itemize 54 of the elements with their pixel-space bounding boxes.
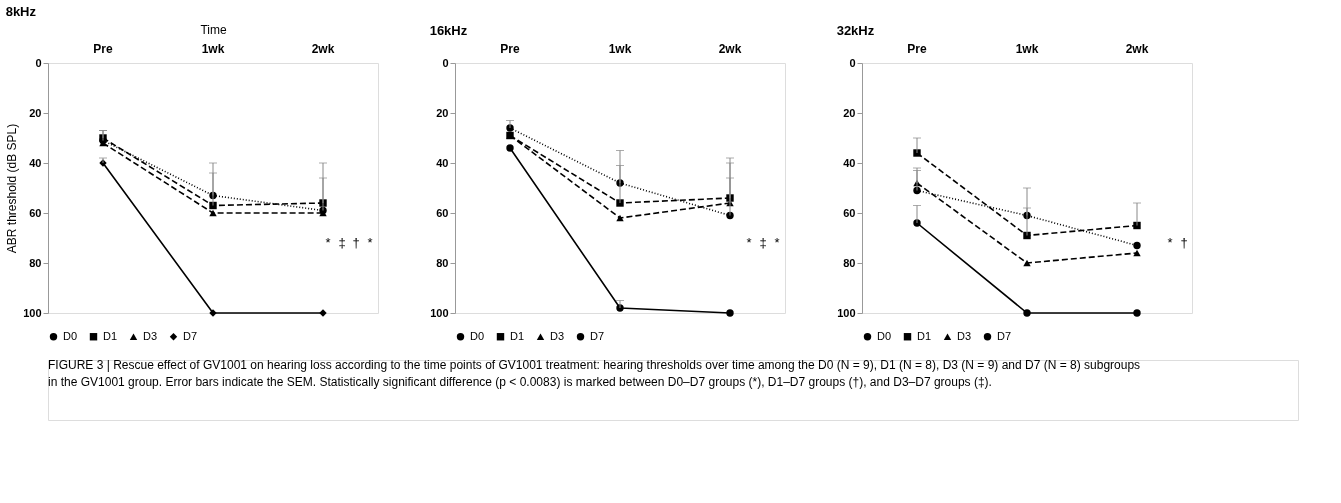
x-tick-label: 2wk bbox=[1125, 41, 1149, 56]
x-tick-label: Pre bbox=[907, 41, 927, 56]
legend-label: D0 bbox=[63, 329, 78, 342]
y-tick-label: 20 bbox=[29, 106, 42, 119]
legend-label: D0 bbox=[877, 329, 892, 342]
chart-title: 32kHz bbox=[836, 23, 875, 38]
legend-label: D0 bbox=[470, 329, 485, 342]
y-tick-label: 60 bbox=[29, 206, 42, 219]
y-tick-label: 0 bbox=[442, 56, 449, 69]
x-tick-label: Pre bbox=[93, 41, 113, 56]
caption: FIGURE 3 | Rescue effect of GV1001 on hearing loss according to the time points of GV1001 treatment: hearing thresholds over time among the D0 (N = 9), D1 (N = 8), D3 (N = 9) and D7 (N = 8) subgroups in the GV1001 group. Error bars indicate the SEM. Statistically significant difference (p < 0.0083) is marked between D0–D7 groups (*), D1–D7 groups (†), and D3–D7 groups (‡). bbox=[48, 358, 1141, 389]
annotation: * bbox=[774, 235, 780, 250]
y-tick-label: 80 bbox=[29, 256, 42, 269]
y-tick-label: 40 bbox=[436, 156, 449, 169]
legend-label: D3 bbox=[550, 329, 565, 342]
x-tick-label: 1wk bbox=[1015, 41, 1039, 56]
annotation: * bbox=[325, 235, 331, 250]
y-tick-label: 100 bbox=[837, 306, 856, 319]
y-tick-label: 0 bbox=[849, 56, 856, 69]
legend-label: D3 bbox=[143, 329, 158, 342]
legend-label: D3 bbox=[957, 329, 972, 342]
legend-label: D7 bbox=[590, 329, 605, 342]
x-tick-label: 2wk bbox=[311, 41, 335, 56]
x-tick-label: Pre bbox=[500, 41, 520, 56]
annotation: † bbox=[1180, 235, 1188, 250]
annotation: ‡ bbox=[338, 235, 346, 250]
x-tick-label: 1wk bbox=[608, 41, 632, 56]
x-axis-title: Time bbox=[200, 22, 227, 37]
x-tick-label: 2wk bbox=[718, 41, 742, 56]
legend-label: D1 bbox=[510, 329, 525, 342]
y-axis-title: ABR threshold (dB SPL) bbox=[5, 123, 20, 254]
chart-title: 16kHz bbox=[429, 23, 468, 38]
legend-label: D7 bbox=[183, 329, 198, 342]
y-tick-label: 80 bbox=[843, 256, 856, 269]
y-tick-label: 20 bbox=[843, 106, 856, 119]
y-tick-label: 0 bbox=[35, 56, 42, 69]
legend-label: D1 bbox=[103, 329, 118, 342]
y-tick-label: 80 bbox=[436, 256, 449, 269]
annotation: * bbox=[746, 235, 752, 250]
annotation: ‡ bbox=[759, 235, 767, 250]
y-tick-label: 20 bbox=[436, 106, 449, 119]
annotation: * bbox=[1167, 235, 1173, 250]
y-tick-label: 100 bbox=[23, 306, 42, 319]
chart-title: 8kHz bbox=[5, 4, 37, 19]
y-tick-label: 60 bbox=[843, 206, 856, 219]
annotation: * bbox=[367, 235, 373, 250]
y-tick-label: 60 bbox=[436, 206, 449, 219]
legend-label: D7 bbox=[997, 329, 1012, 342]
legend-label: D1 bbox=[917, 329, 932, 342]
x-tick-label: 1wk bbox=[201, 41, 225, 56]
y-tick-label: 100 bbox=[430, 306, 449, 319]
y-tick-label: 40 bbox=[29, 156, 42, 169]
y-tick-label: 40 bbox=[843, 156, 856, 169]
annotation: † bbox=[352, 235, 360, 250]
